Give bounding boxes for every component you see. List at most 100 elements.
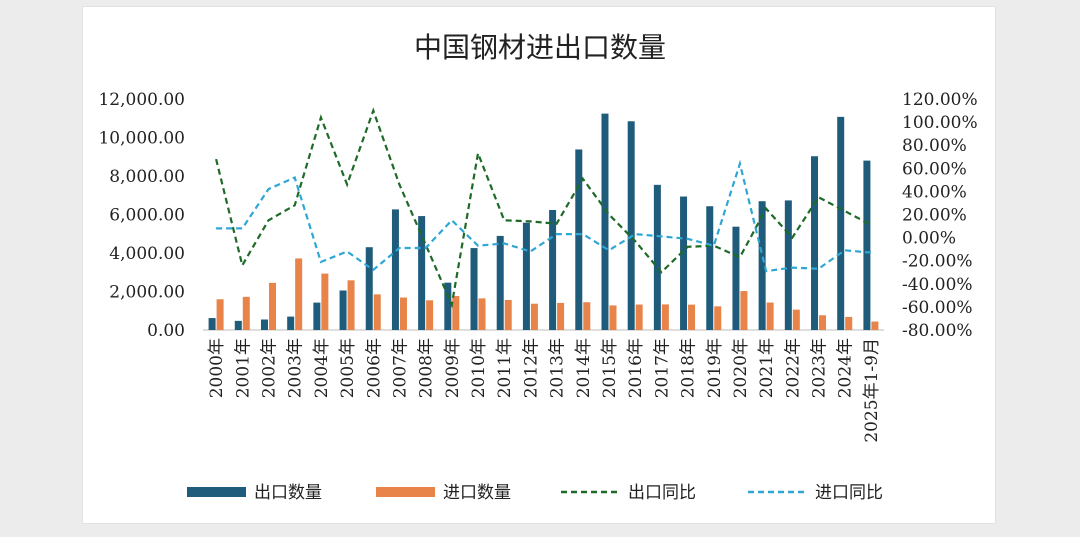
left-tick-label: 6,000.00 xyxy=(109,206,185,226)
x-tick-label: 2010年 xyxy=(469,338,489,398)
x-tick-label: 2017年 xyxy=(652,338,672,398)
legend-label: 出口数量 xyxy=(254,483,322,503)
left-tick-label: 4,000.00 xyxy=(109,244,185,264)
import-bar xyxy=(845,316,853,330)
right-tick-label: -20.00% xyxy=(902,252,973,272)
right-tick-label: 40.00% xyxy=(902,182,967,202)
x-tick-label: 2015年 xyxy=(600,338,620,398)
x-tick-label: 2021年 xyxy=(757,338,777,398)
import-bar xyxy=(504,300,512,330)
export-bar xyxy=(522,222,530,330)
lines-group xyxy=(215,107,872,309)
export-bar xyxy=(444,282,452,330)
x-tick-label: 2023年 xyxy=(810,338,830,398)
import-bar xyxy=(583,302,591,330)
import-bar xyxy=(661,304,669,330)
legend-label: 出口同比 xyxy=(628,483,696,503)
export-yoy-line xyxy=(215,107,872,309)
right-tick-label: 0.00% xyxy=(902,229,956,249)
export-bar xyxy=(418,216,426,330)
x-tick-label: 2012年 xyxy=(521,338,541,398)
left-tick-label: 0.00 xyxy=(147,321,185,341)
x-tick-label: 2001年 xyxy=(233,338,253,398)
import-bar xyxy=(242,296,250,330)
legend: 出口数量 进口数量 出口同比 进口同比 xyxy=(187,483,883,503)
x-tick-label: 2014年 xyxy=(574,338,594,398)
export-bar xyxy=(601,113,609,330)
export-bar xyxy=(575,149,583,330)
import-bar xyxy=(373,294,381,330)
import-bar xyxy=(268,282,276,330)
import-bar xyxy=(530,303,538,330)
export-bar xyxy=(863,160,871,330)
left-tick-label: 2,000.00 xyxy=(109,283,185,303)
export-bar xyxy=(732,226,740,330)
import-bar xyxy=(609,305,617,330)
export-bar xyxy=(627,121,635,330)
export-bar xyxy=(365,247,373,330)
import-bar xyxy=(740,291,748,330)
export-bar xyxy=(653,184,661,330)
x-tick-label: 2011年 xyxy=(495,338,515,398)
x-tick-label: 2007年 xyxy=(390,338,410,398)
right-tick-label: -60.00% xyxy=(902,298,973,318)
x-tick-label: 2018年 xyxy=(679,338,699,398)
export-bar xyxy=(549,209,557,330)
left-tick-label: 12,000.00 xyxy=(98,90,185,110)
import-bar xyxy=(557,302,565,330)
x-tick-label: 2008年 xyxy=(417,338,437,398)
export-bar xyxy=(758,201,766,330)
export-bar xyxy=(313,302,321,330)
x-tick-label: 2013年 xyxy=(548,338,568,398)
export-bar xyxy=(680,196,688,330)
left-axis-ticks: 0.00 2,000.00 4,000.00 6,000.00 8,000.00 10,0… xyxy=(98,90,185,341)
export-bar xyxy=(287,316,295,330)
export-bar xyxy=(837,116,845,330)
import-yoy-line xyxy=(216,159,871,273)
right-tick-label: 60.00% xyxy=(902,159,967,179)
legend-label: 进口同比 xyxy=(815,483,883,503)
import-bar xyxy=(714,306,722,330)
x-tick-label: 2025年1-9月 xyxy=(862,338,882,443)
import-bar xyxy=(295,258,303,330)
export-bar xyxy=(208,318,216,330)
import-bar xyxy=(766,302,774,330)
x-tick-label: 2009年 xyxy=(443,338,463,398)
import-bar xyxy=(688,304,696,330)
x-tick-label: 2002年 xyxy=(259,338,279,398)
legend-swatch xyxy=(376,487,435,497)
import-bar xyxy=(452,296,460,330)
right-tick-label: 120.00% xyxy=(902,90,978,110)
export-bar xyxy=(260,319,268,330)
import-bar xyxy=(426,300,434,330)
right-tick-label: 100.00% xyxy=(902,113,978,133)
import-bar xyxy=(399,297,407,330)
x-tick-label: 2004年 xyxy=(312,338,332,398)
right-tick-label: -40.00% xyxy=(902,275,973,295)
export-bar xyxy=(811,156,819,330)
import-bar xyxy=(871,321,879,330)
legend-label: 进口数量 xyxy=(443,483,511,503)
x-tick-label: 2024年 xyxy=(836,338,856,398)
x-tick-label: 2000年 xyxy=(207,338,227,398)
x-tick-label: 2016年 xyxy=(626,338,646,398)
x-tick-label: 2020年 xyxy=(731,338,751,398)
right-tick-label: 80.00% xyxy=(902,136,967,156)
bars-group xyxy=(208,113,879,330)
right-tick-label: -80.00% xyxy=(902,321,973,341)
right-tick-label: 20.00% xyxy=(902,206,967,226)
import-bar xyxy=(347,280,355,330)
x-tick-label: 2006年 xyxy=(364,338,384,398)
export-bar xyxy=(234,320,242,330)
left-tick-label: 8,000.00 xyxy=(109,167,185,187)
export-bar xyxy=(496,235,504,330)
export-bar xyxy=(470,248,478,330)
x-tick-label: 2022年 xyxy=(783,338,803,398)
legend-swatch xyxy=(187,487,246,497)
x-axis-labels: 2000年 2001年 2002年 2003年 2004年 2005年 2006年 2007年… xyxy=(207,338,882,443)
x-tick-label: 2003年 xyxy=(286,338,306,398)
import-bar xyxy=(635,304,643,330)
import-bar xyxy=(792,309,800,330)
left-tick-label: 10,000.00 xyxy=(98,129,185,149)
